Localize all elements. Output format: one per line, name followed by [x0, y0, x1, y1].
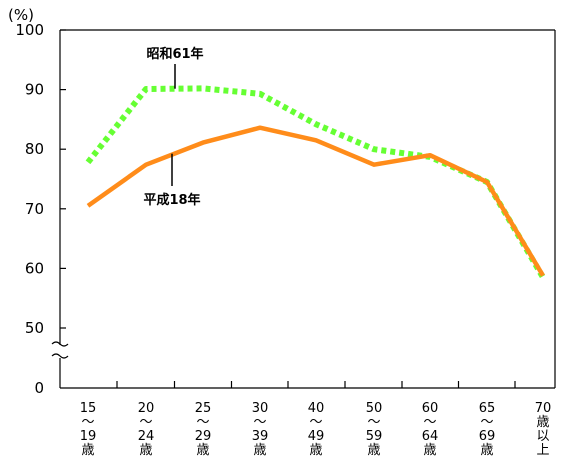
x-tick-label-part: 〜	[423, 415, 436, 430]
x-tick-label-part: 歳	[253, 443, 266, 458]
x-tick-label-part: 〜	[309, 415, 322, 430]
y-tick-label: 0	[34, 379, 44, 397]
x-tick-label-part: 59	[366, 429, 383, 444]
x-tick-label-part: 〜	[196, 415, 209, 430]
x-tick-label-part: 24	[138, 429, 155, 444]
x-tick-label-part: 20	[138, 401, 155, 416]
y-tick-label: 80	[25, 140, 44, 158]
x-tick-label: 65〜69歳	[479, 401, 496, 458]
plot-frame	[51, 29, 556, 389]
x-tick-label-part: 〜	[81, 415, 94, 430]
x-tick-label-part: 40	[308, 401, 325, 416]
x-tick-label-part: 歳	[139, 443, 152, 458]
x-tick-label: 20〜24歳	[138, 401, 155, 458]
x-tick-label-part: 60	[422, 401, 439, 416]
x-tick-label: 15〜19歳	[80, 401, 97, 458]
x-tick-label-part: 歳	[309, 443, 322, 458]
series-line-1	[86, 125, 545, 277]
y-tick-label: 50	[25, 319, 44, 337]
y-tick-label: 60	[25, 259, 44, 277]
x-tick-label: 60〜64歳	[422, 401, 439, 458]
y-axis-ticks: 100 90 80 70 60 50 0	[15, 21, 66, 397]
x-tick-label-part: 39	[252, 429, 269, 444]
x-tick-label-part: 25	[195, 401, 212, 416]
y-axis-unit-label: (%)	[8, 6, 34, 24]
series-annotation-1: 平成18年	[143, 192, 200, 208]
x-tick-label-part: 64	[422, 429, 439, 444]
x-tick-label-part: 歳	[196, 443, 209, 458]
x-tick-label-part: 以	[536, 429, 549, 444]
series-line-0	[85, 85, 546, 279]
x-tick-label-part: 69	[479, 429, 496, 444]
x-tick-label-part: 50	[366, 401, 383, 416]
x-tick-label-part: 〜	[367, 415, 380, 430]
x-tick-label-part: 〜	[139, 415, 152, 430]
x-axis-ticks: 15〜19歳20〜24歳25〜29歳30〜39歳40〜49歳50〜59歳60〜6…	[80, 381, 552, 458]
x-tick-label-part: 〜	[480, 415, 493, 430]
axis-break-mark-bottom	[51, 353, 69, 359]
axis-break-mark-top	[51, 341, 69, 347]
x-tick-label-part: 70	[535, 401, 552, 416]
series-annotation-0: 昭和61年	[146, 46, 203, 62]
x-tick-label-part: 49	[308, 429, 325, 444]
x-tick-label-part: 65	[479, 401, 496, 416]
x-tick-label-part: 上	[536, 443, 549, 458]
x-tick-label-part: 〜	[253, 415, 266, 430]
x-tick-label-part: 30	[252, 401, 269, 416]
x-tick-label-part: 歳	[81, 443, 94, 458]
x-tick-label: 40〜49歳	[308, 401, 325, 458]
x-tick-label-part: 歳	[367, 443, 380, 458]
x-tick-label-part: 歳	[480, 443, 493, 458]
x-tick-label: 30〜39歳	[252, 401, 269, 458]
x-tick-label: 25〜29歳	[195, 401, 212, 458]
y-tick-label: 70	[25, 200, 44, 218]
x-tick-label-part: 歳	[423, 443, 436, 458]
y-tick-label: 100	[15, 21, 44, 39]
x-tick-label-part: 29	[195, 429, 212, 444]
x-tick-label-part: 19	[80, 429, 97, 444]
x-tick-label-part: 歳	[536, 415, 549, 430]
x-tick-label: 50〜59歳	[366, 401, 383, 458]
y-tick-label: 90	[25, 81, 44, 99]
series-lines	[85, 85, 546, 279]
x-tick-label-part: 15	[80, 401, 97, 416]
